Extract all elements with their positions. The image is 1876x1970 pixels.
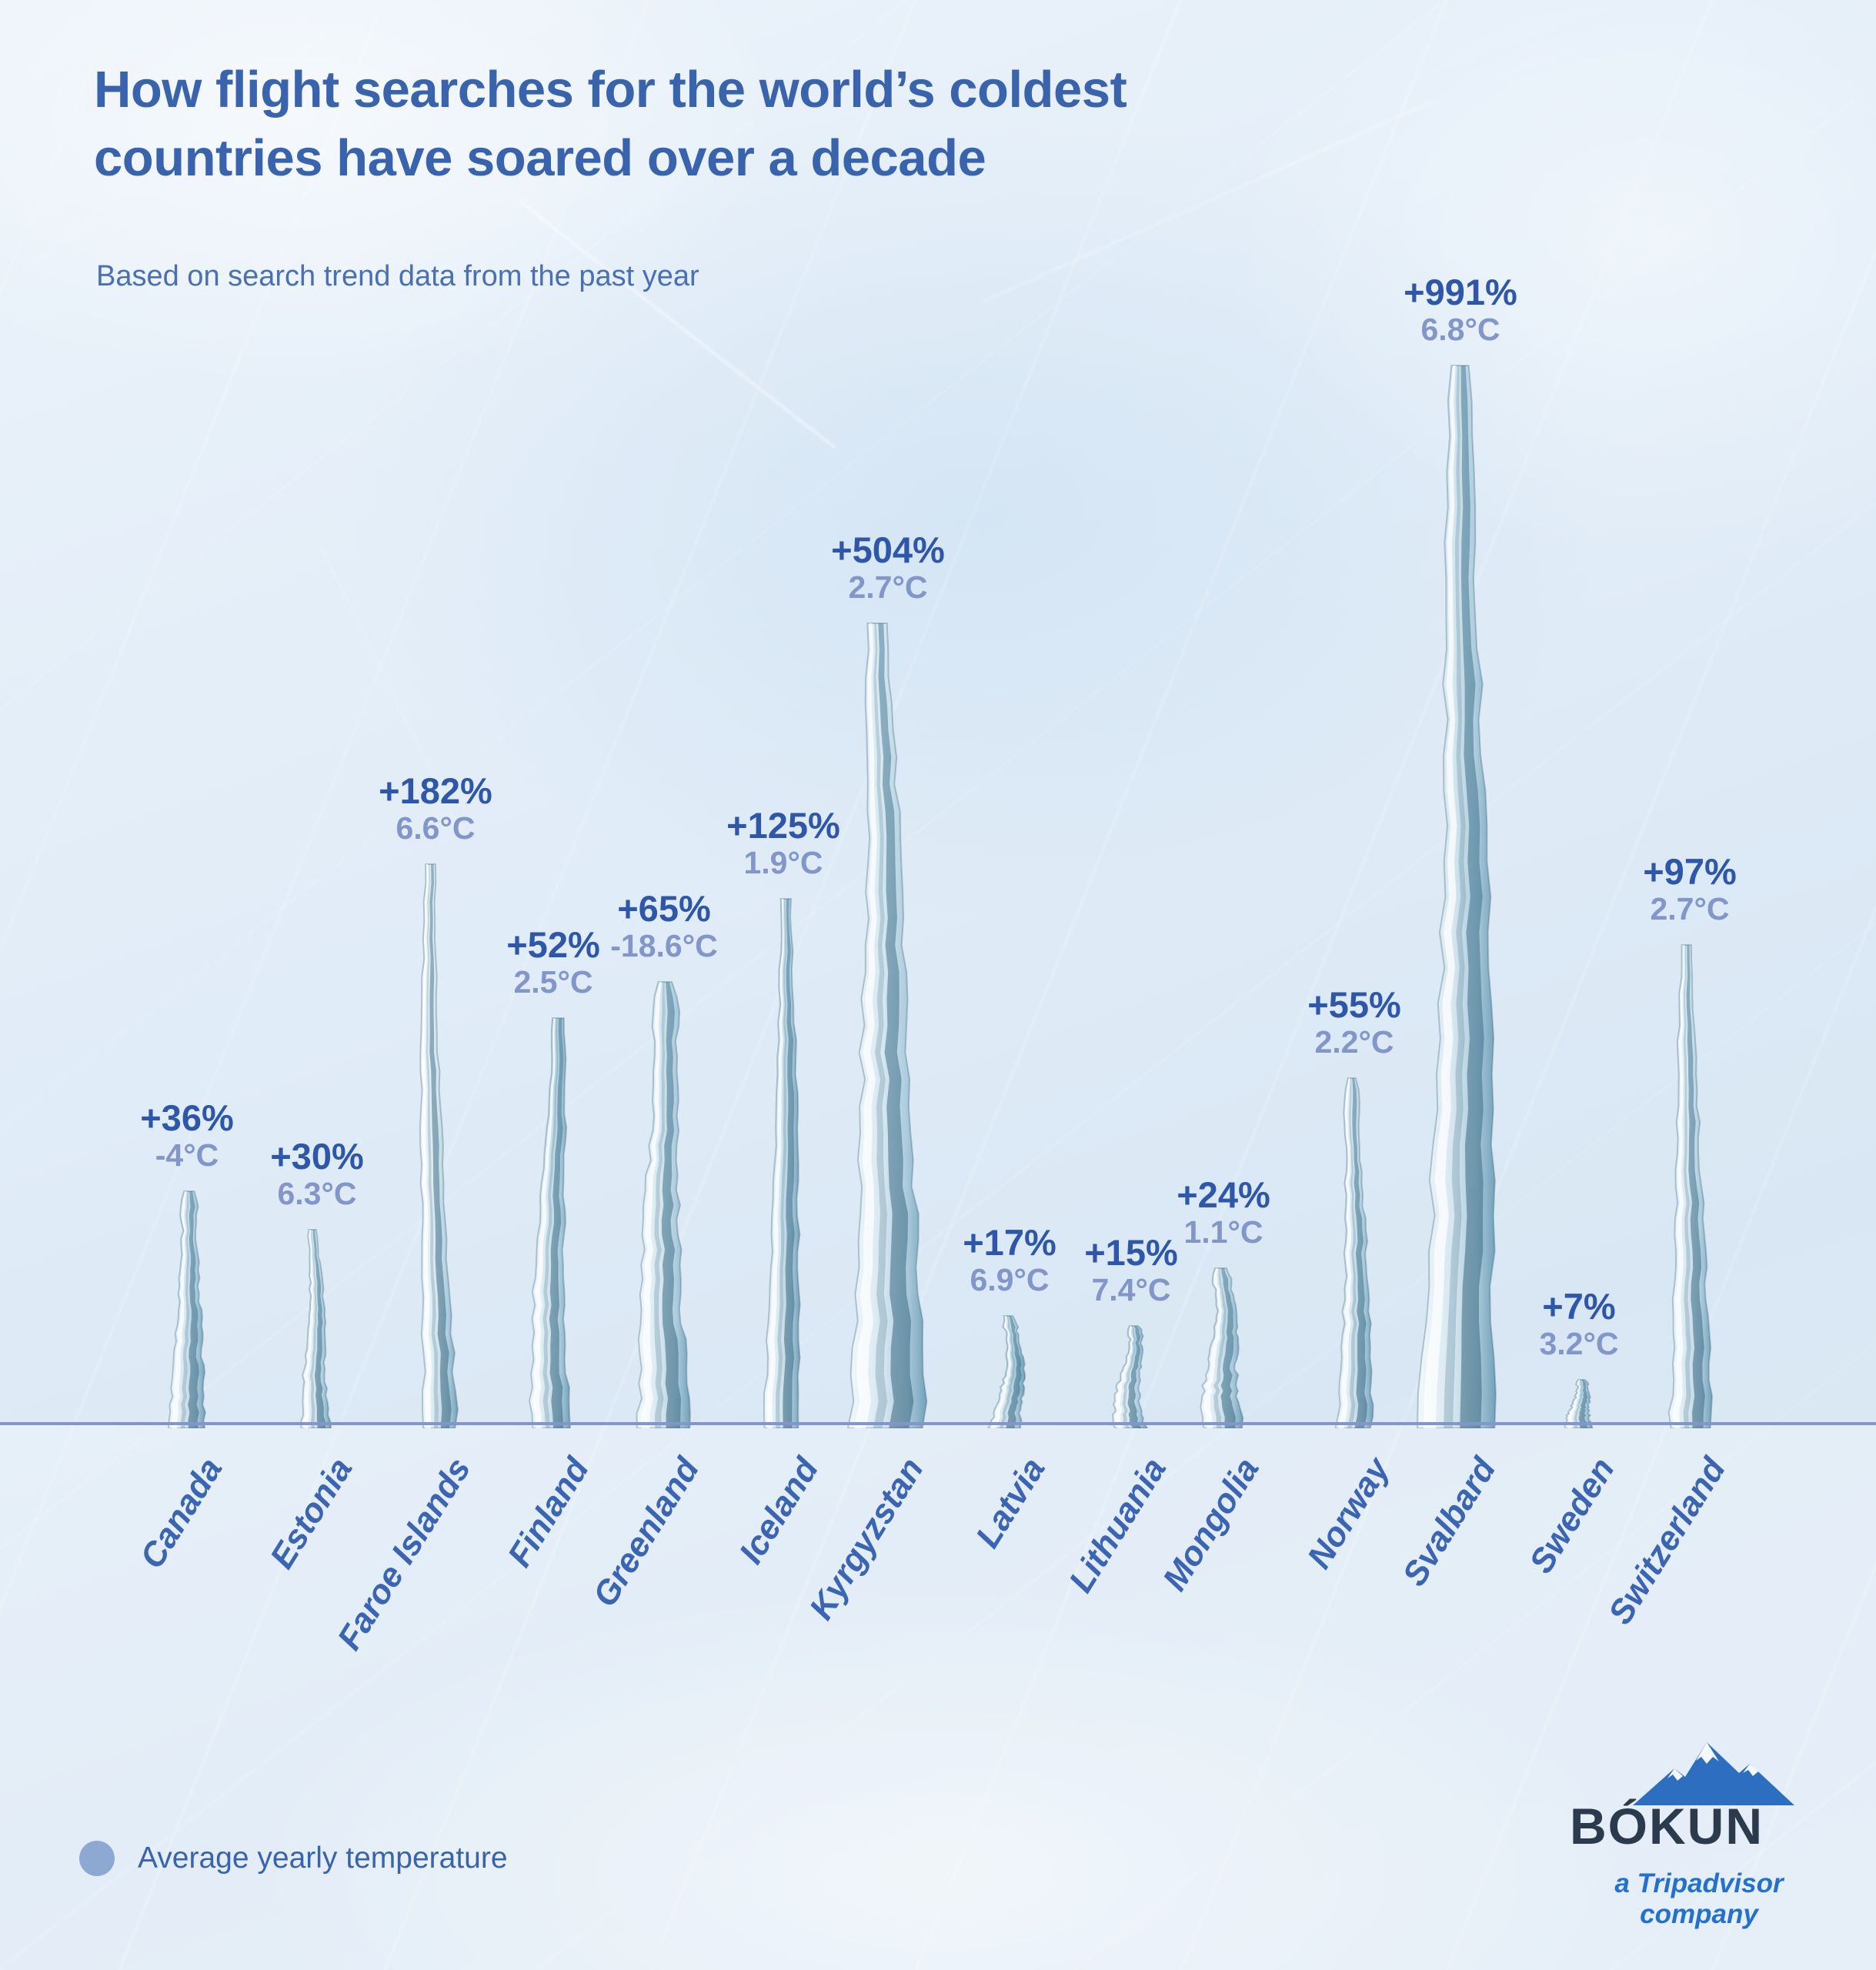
mountain-icon xyxy=(1633,1742,1794,1805)
percent-label-canada: +36% xyxy=(140,1097,234,1138)
temperature-label-faroe-islands: 6.6°C xyxy=(396,810,476,846)
brand-tagline: a Tripadvisor company xyxy=(1614,1868,1784,1929)
icicle-bar-estonia xyxy=(300,1229,332,1428)
percent-label-estonia: +30% xyxy=(270,1136,364,1177)
temperature-label-svalbard: 6.8°C xyxy=(1420,312,1500,347)
country-label-sweden: Sweden xyxy=(1521,1451,1622,1580)
icicle-bar-svalbard xyxy=(1416,365,1497,1428)
mountain-shape xyxy=(1633,1742,1794,1805)
legend-marker-circle-icon xyxy=(79,1841,115,1876)
percent-label-mongolia: +24% xyxy=(1177,1174,1270,1215)
percent-label-faroe-islands: +182% xyxy=(379,770,492,811)
bokun-logo: BÓKUN a Tripadvisor company xyxy=(1570,1738,1828,1930)
country-label-switzerland: Switzerland xyxy=(1601,1451,1733,1631)
temperature-label-switzerland: 2.7°C xyxy=(1650,891,1730,927)
temperature-label-kyrgyzstan: 2.7°C xyxy=(848,569,928,605)
icicle-bar-canada xyxy=(167,1190,206,1428)
page-subtitle: Based on search trend data from the past… xyxy=(96,260,699,292)
country-label-svalbard: Svalbard xyxy=(1395,1451,1504,1593)
brand-name: BÓKUN xyxy=(1570,1798,1764,1855)
icicle-bar-latvia xyxy=(986,1315,1026,1428)
legend: Average yearly temperature xyxy=(79,1841,508,1876)
ice-crack-line xyxy=(519,200,836,449)
country-label-norway: Norway xyxy=(1300,1451,1397,1575)
percent-label-switzerland: +97% xyxy=(1643,851,1737,892)
temperature-label-lithuania: 7.4°C xyxy=(1091,1272,1171,1307)
country-label-estonia: Estonia xyxy=(262,1451,360,1575)
percent-label-greenland: +65% xyxy=(617,888,711,929)
temperature-label-estonia: 6.3°C xyxy=(277,1176,357,1211)
percent-label-norway: +55% xyxy=(1307,984,1401,1025)
temperature-label-mongolia: 1.1°C xyxy=(1183,1214,1263,1250)
page-title-line1: How flight searches for the world’s cold… xyxy=(94,61,1127,119)
temperature-label-norway: 2.2°C xyxy=(1314,1024,1394,1060)
icicle-bar-kyrgyzstan xyxy=(846,623,928,1428)
temperature-label-finland: 2.5°C xyxy=(513,964,593,1000)
baseline-axis xyxy=(0,1422,1876,1425)
country-label-canada: Canada xyxy=(132,1451,230,1575)
percent-label-kyrgyzstan: +504% xyxy=(831,529,945,570)
country-label-latvia: Latvia xyxy=(968,1451,1053,1554)
temperature-label-sweden: 3.2°C xyxy=(1539,1326,1619,1361)
page-title-line2: countries have soared over a decade xyxy=(94,129,986,187)
temperature-label-greenland: -18.6°C xyxy=(610,928,718,963)
country-label-iceland: Iceland xyxy=(732,1451,826,1571)
legend-label: Average yearly temperature xyxy=(138,1841,508,1875)
country-label-finland: Finland xyxy=(500,1451,596,1574)
percent-label-iceland: +125% xyxy=(726,805,840,846)
percent-label-svalbard: +991% xyxy=(1404,272,1517,312)
temperature-label-iceland: 1.9°C xyxy=(743,845,823,880)
country-label-greenland: Greenland xyxy=(586,1451,707,1614)
percent-label-sweden: +7% xyxy=(1542,1286,1616,1327)
page-title: How flight searches for the world’s cold… xyxy=(94,55,1127,192)
